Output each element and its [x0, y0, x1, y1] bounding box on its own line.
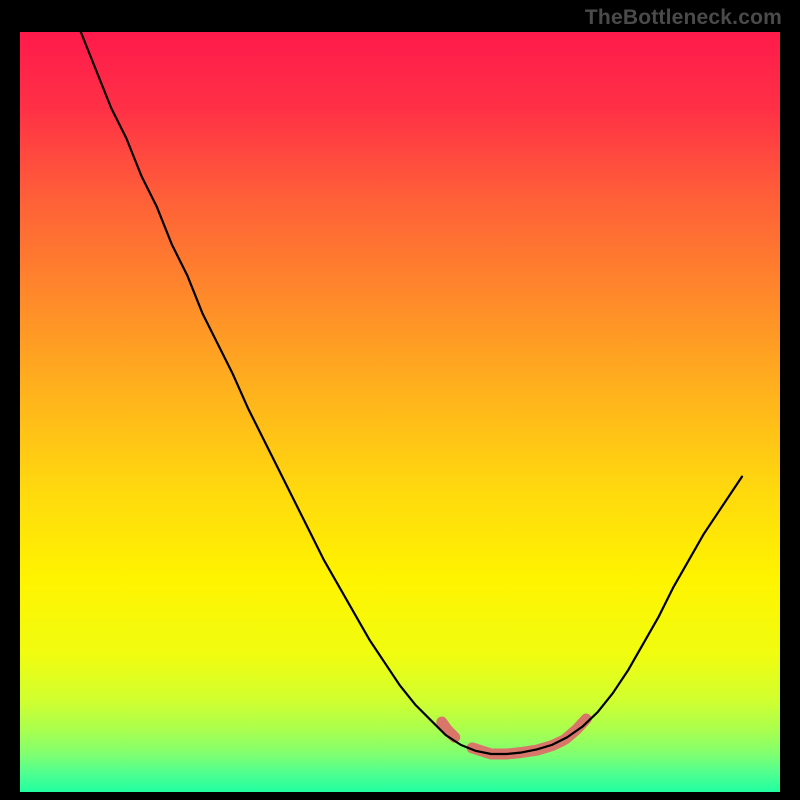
bottleneck-curve [81, 32, 742, 754]
chart-container: TheBottleneck.com [0, 0, 800, 800]
watermark-text: TheBottleneck.com [585, 6, 782, 30]
plot-area [20, 32, 780, 792]
highlight-band [442, 719, 586, 754]
curve-layer [20, 32, 780, 792]
